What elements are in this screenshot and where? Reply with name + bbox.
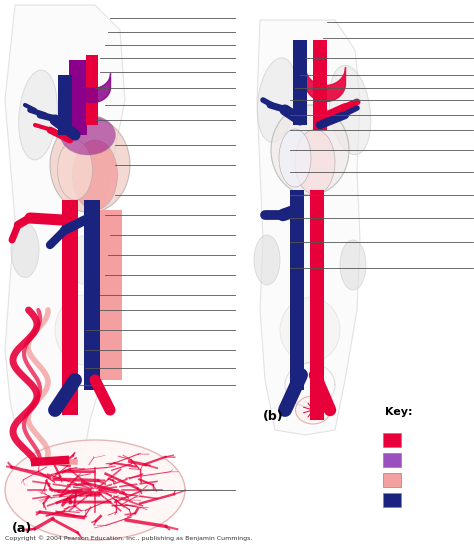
- Bar: [98, 210, 122, 380]
- Polygon shape: [5, 5, 125, 460]
- Bar: [290, 190, 304, 390]
- Bar: [313, 40, 327, 130]
- Ellipse shape: [55, 295, 115, 365]
- Ellipse shape: [61, 115, 116, 155]
- Ellipse shape: [57, 140, 92, 200]
- Bar: [58, 75, 72, 135]
- Text: (b): (b): [263, 410, 283, 423]
- Bar: [383, 473, 401, 487]
- Text: Key:: Key:: [385, 407, 412, 417]
- Ellipse shape: [329, 65, 371, 154]
- Polygon shape: [257, 20, 360, 435]
- Ellipse shape: [280, 298, 340, 362]
- Text: (a): (a): [12, 522, 32, 535]
- Ellipse shape: [5, 440, 185, 540]
- Bar: [310, 190, 324, 420]
- Bar: [62, 200, 78, 415]
- Bar: [383, 453, 401, 467]
- Text: Copyright © 2004 Pearson Education, Inc., publishing as Benjamin Cummings.: Copyright © 2004 Pearson Education, Inc.…: [5, 535, 252, 541]
- Ellipse shape: [11, 222, 39, 277]
- Ellipse shape: [279, 129, 311, 187]
- Ellipse shape: [295, 129, 335, 195]
- Ellipse shape: [18, 70, 57, 160]
- Ellipse shape: [340, 240, 366, 290]
- Bar: [84, 200, 100, 390]
- Ellipse shape: [254, 235, 280, 285]
- Ellipse shape: [257, 58, 297, 142]
- Bar: [293, 40, 307, 125]
- Bar: [86, 55, 98, 125]
- Bar: [69, 60, 87, 135]
- Ellipse shape: [50, 118, 130, 213]
- Ellipse shape: [271, 105, 349, 195]
- Ellipse shape: [63, 235, 118, 285]
- Bar: [383, 433, 401, 447]
- Ellipse shape: [73, 140, 118, 210]
- Bar: [383, 493, 401, 507]
- Ellipse shape: [295, 396, 330, 424]
